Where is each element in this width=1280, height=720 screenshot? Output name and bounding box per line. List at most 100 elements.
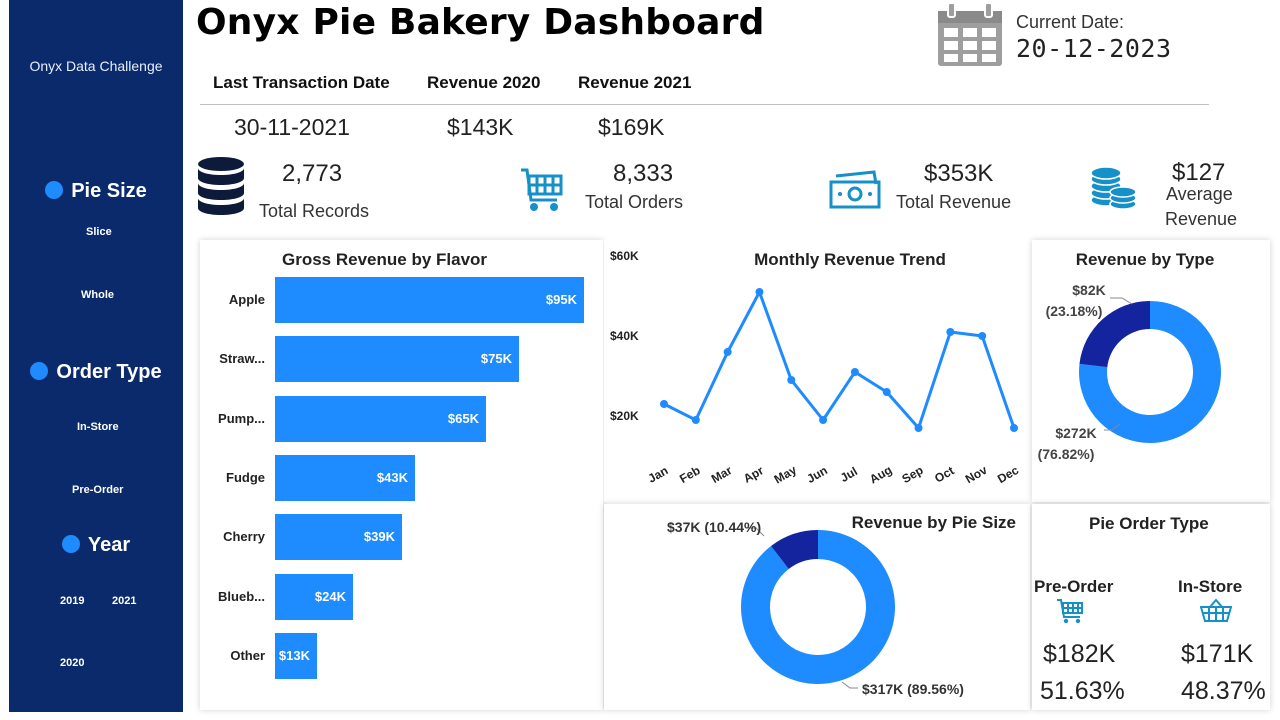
trend-x-tick-label: Mar xyxy=(709,463,735,486)
trend-x-tick-label: Apr xyxy=(741,463,766,486)
trend-point[interactable] xyxy=(755,288,764,296)
revenue-2021-label: Revenue 2021 xyxy=(578,73,692,92)
trend-point[interactable] xyxy=(819,416,828,424)
trend-point[interactable] xyxy=(1010,424,1018,432)
flavor-category-label: Other xyxy=(230,647,265,663)
flavor-bar-row[interactable]: Straw... $75K xyxy=(200,336,603,383)
kpi-avg-label-line2: Revenue xyxy=(1165,209,1238,229)
trend-point[interactable] xyxy=(850,368,859,376)
pie-size-label: Pie Size xyxy=(71,180,147,202)
filter-order-type-preorder[interactable]: Pre-Order xyxy=(72,484,124,496)
dashboard-title: Onyx Pie Bakery Dashboard xyxy=(196,2,765,43)
flavor-category-label: Apple xyxy=(228,292,265,307)
flavor-bar[interactable]: $24K xyxy=(275,573,353,620)
type-donut-chart: Revenue by Type $82K (23.18%) $272K (76.82%) xyxy=(1038,250,1221,462)
kpi-orders-value: 8,333 xyxy=(613,160,674,187)
trend-point[interactable] xyxy=(914,424,923,432)
revenue-2020-value: $143K xyxy=(447,114,514,140)
preorder-pct-value: 51.63% xyxy=(1040,677,1125,705)
type-leader-line xyxy=(1110,297,1133,305)
trend-series-line xyxy=(663,290,1016,430)
flavor-bar[interactable]: $95K xyxy=(275,277,584,323)
size-leader-line xyxy=(841,681,858,689)
filter-year-2020[interactable]: 2020 xyxy=(60,657,85,669)
last-transaction-value: 30-11-2021 xyxy=(234,114,350,140)
trend-x-tick-label: Aug xyxy=(867,463,894,487)
size-chart-panel: Revenue by Pie Size $37K (10.44%) $317K (8… xyxy=(604,504,1030,710)
pie-order-type-title: Pie Order Type xyxy=(1089,514,1209,533)
kpi-revenue-value: $353K xyxy=(924,160,994,187)
donut-slice[interactable] xyxy=(1079,301,1150,368)
size-slice-label: $37K (10.44%) xyxy=(667,519,761,535)
trend-y-tick-label: $40K xyxy=(610,329,639,343)
flavor-bar-row[interactable]: Pump... $65K xyxy=(200,395,603,442)
order-type-dot-icon xyxy=(30,362,49,380)
preorder-label: Pre-Order xyxy=(1034,577,1114,596)
preorder-revenue-value: $182K xyxy=(1043,640,1116,668)
instore-pct-value: 48.37% xyxy=(1181,677,1266,705)
cart-icon xyxy=(521,168,563,211)
money-icon xyxy=(829,170,881,209)
type-chart-panel: Revenue by Type $82K (23.18%) $272K (76.82%) xyxy=(1032,240,1270,502)
flavor-bar-row[interactable]: Other $13K xyxy=(200,632,603,679)
year-filter-header: Year xyxy=(9,534,183,557)
pie-order-type-panel: Pie Order Type Pre-Order In-Store $182K … xyxy=(1032,504,1270,710)
type-chart-title: Revenue by Type xyxy=(1076,250,1215,269)
flavor-bar-row[interactable]: Fudge $43K xyxy=(200,454,603,501)
flavor-bar-value-label: $39K xyxy=(363,529,395,545)
filter-order-type-instore[interactable]: In-Store xyxy=(77,421,119,433)
instore-label: In-Store xyxy=(1178,577,1243,596)
calendar-icon xyxy=(938,2,1002,66)
trend-y-tick-label: $20K xyxy=(610,409,639,423)
donut-slice[interactable] xyxy=(1079,301,1221,443)
flavor-bar[interactable]: $43K xyxy=(275,454,415,501)
flavor-bar-value-label: $43K xyxy=(376,469,408,485)
flavor-bar-row[interactable]: Blueb... $24K xyxy=(200,573,603,620)
flavor-bar-value-label: $13K xyxy=(278,647,310,663)
trend-point[interactable] xyxy=(660,400,668,408)
trend-y-tick-label: $60K xyxy=(610,249,639,263)
year-dot-icon xyxy=(61,535,80,553)
flavor-bar[interactable]: $39K xyxy=(275,514,402,561)
donut-slice[interactable] xyxy=(771,530,818,569)
instore-basket-icon xyxy=(1200,598,1232,622)
trend-point[interactable] xyxy=(882,388,891,396)
trend-x-tick-label: Oct xyxy=(932,463,956,485)
order-type-filter-header: Order Type xyxy=(9,361,183,384)
instore-revenue-value: $171K xyxy=(1181,640,1254,668)
flavor-chart-panel: Gross Revenue by Flavor Apple $95K Straw..… xyxy=(200,240,603,710)
flavor-bar-row[interactable]: Apple $95K xyxy=(200,277,603,323)
flavor-bar[interactable]: $65K xyxy=(275,395,486,442)
filter-year-2021[interactable]: 2021 xyxy=(112,595,137,607)
trend-point[interactable] xyxy=(787,376,796,384)
filter-pie-size-slice[interactable]: Slice xyxy=(86,226,112,238)
flavor-bar[interactable]: $13K xyxy=(275,632,317,679)
sidebar-title: Onyx Data Challenge xyxy=(29,58,163,74)
size-donut-chart: Revenue by Pie Size $37K (10.44%) $317K (8… xyxy=(667,513,1016,697)
trend-point[interactable] xyxy=(978,332,987,340)
flavor-category-label: Fudge xyxy=(226,469,265,485)
kpi-avg-value: $127 xyxy=(1172,159,1226,186)
donut-slice[interactable] xyxy=(741,530,895,684)
header-divider xyxy=(200,104,1209,105)
flavor-category-label: Straw... xyxy=(219,351,265,367)
trend-point[interactable] xyxy=(691,416,700,424)
trend-x-tick-label: Jan xyxy=(646,463,671,485)
flavor-bar-row[interactable]: Cherry $39K xyxy=(200,514,603,561)
flavor-chart-title: Gross Revenue by Flavor xyxy=(282,250,488,269)
type-slice-label: $82K xyxy=(1072,282,1105,298)
flavor-bar-value-label: $65K xyxy=(447,410,479,426)
trend-x-tick-label: Nov xyxy=(963,463,990,487)
flavor-bar[interactable]: $75K xyxy=(275,336,519,383)
flavor-category-label: Cherry xyxy=(223,529,265,545)
kpi-orders-label: Total Orders xyxy=(585,192,684,212)
type-slice-pct: (23.18%) xyxy=(1046,303,1103,319)
filter-pie-size-whole[interactable]: Whole xyxy=(81,289,114,301)
database-icon xyxy=(198,157,244,215)
sidebar: Onyx Data Challenge Pie Size Slice Whole… xyxy=(9,0,183,712)
last-transaction-label: Last Transaction Date xyxy=(213,73,390,92)
filter-year-2019[interactable]: 2019 xyxy=(60,595,85,607)
trend-point[interactable] xyxy=(723,348,732,356)
flavor-bar-value-label: $95K xyxy=(545,292,577,307)
trend-point[interactable] xyxy=(946,328,955,336)
